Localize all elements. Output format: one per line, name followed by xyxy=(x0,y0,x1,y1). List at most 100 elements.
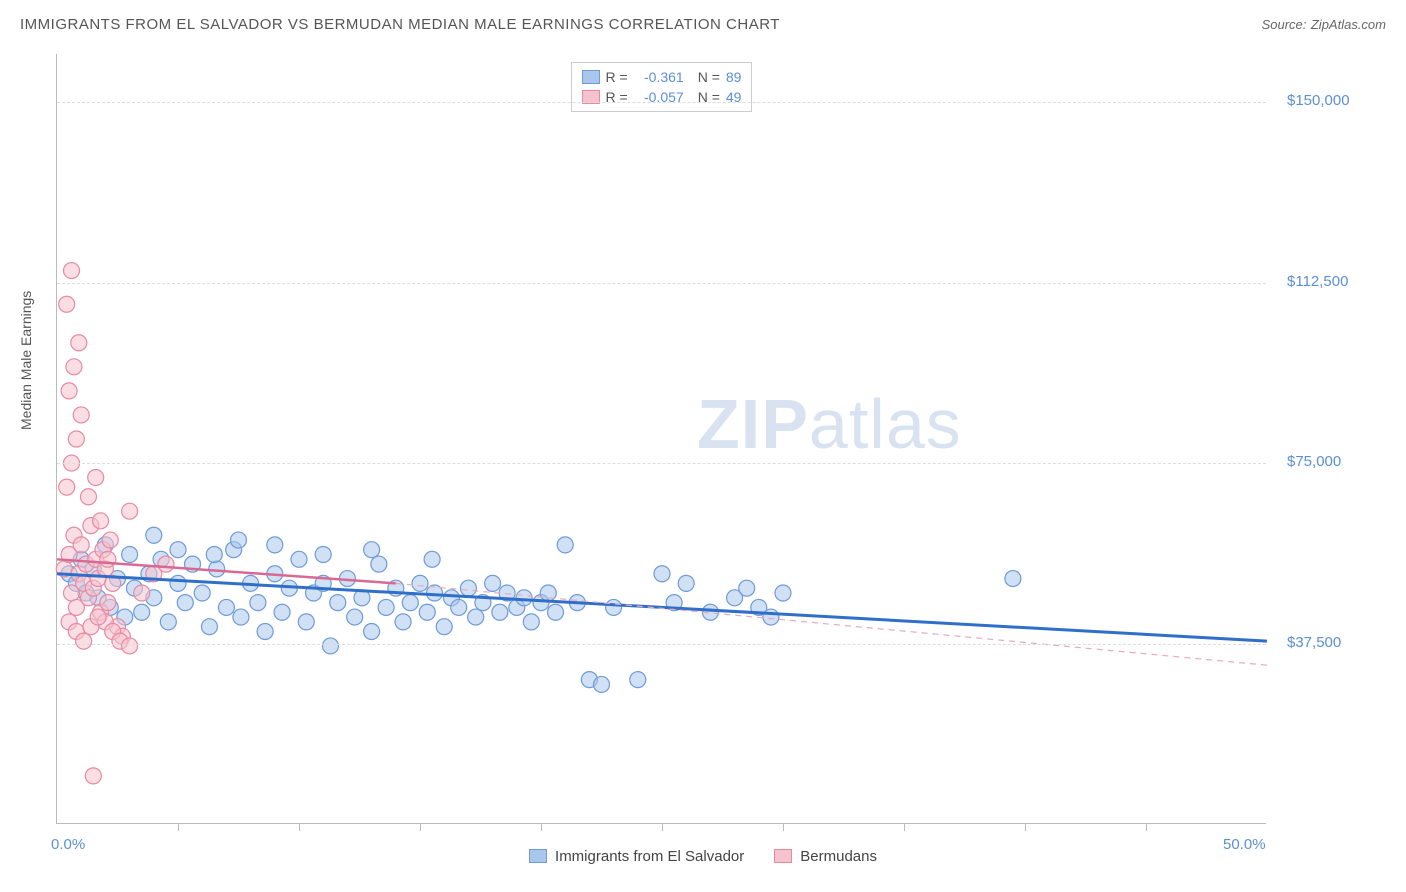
data-point xyxy=(102,532,118,548)
data-point xyxy=(231,532,247,548)
data-point xyxy=(630,672,646,688)
x-tick xyxy=(662,823,663,831)
data-point xyxy=(523,614,539,630)
data-point xyxy=(122,638,138,654)
data-point xyxy=(66,359,82,375)
source-value: ZipAtlas.com xyxy=(1311,17,1386,32)
x-tick xyxy=(178,823,179,831)
y-tick-label: $112,500 xyxy=(1287,273,1348,290)
data-point xyxy=(654,566,670,582)
x-tick xyxy=(904,823,905,831)
data-point xyxy=(274,604,290,620)
x-tick xyxy=(541,823,542,831)
data-point xyxy=(71,335,87,351)
data-point xyxy=(678,575,694,591)
x-tick xyxy=(299,823,300,831)
scatter-svg xyxy=(57,54,1266,823)
data-point xyxy=(419,604,435,620)
chart-plot-area: ZIPatlas R =-0.361N =89R =-0.057N =49 $3… xyxy=(56,54,1266,824)
data-point xyxy=(739,580,755,596)
x-tick xyxy=(420,823,421,831)
data-point xyxy=(233,609,249,625)
data-point xyxy=(100,595,116,611)
y-tick-label: $37,500 xyxy=(1287,634,1341,651)
correlation-row: R =-0.057N =49 xyxy=(582,87,742,107)
data-point xyxy=(59,479,75,495)
data-point xyxy=(298,614,314,630)
r-label: R = xyxy=(606,69,628,85)
data-point xyxy=(93,513,109,529)
data-point xyxy=(160,614,176,630)
data-point xyxy=(322,638,338,654)
data-point xyxy=(88,470,104,486)
data-point xyxy=(516,590,532,606)
data-point xyxy=(371,556,387,572)
correlation-legend: R = -0.361 N = 89 R =-0.057N =49 xyxy=(571,62,753,112)
r-value: -0.361 xyxy=(634,69,684,85)
data-point xyxy=(170,542,186,558)
data-point xyxy=(402,595,418,611)
data-point xyxy=(146,527,162,543)
legend-label: Bermudans xyxy=(800,848,877,865)
data-point xyxy=(85,768,101,784)
data-point xyxy=(315,547,331,563)
legend-item: Immigrants from El Salvador xyxy=(529,848,744,865)
data-point xyxy=(250,595,266,611)
legend-label: Immigrants from El Salvador xyxy=(555,848,744,865)
source: Source: ZipAtlas.com xyxy=(1262,16,1386,34)
data-point xyxy=(134,604,150,620)
data-point xyxy=(170,575,186,591)
data-point xyxy=(267,537,283,553)
data-point xyxy=(194,585,210,601)
data-point xyxy=(606,599,622,615)
data-point xyxy=(436,619,452,635)
data-point xyxy=(424,551,440,567)
data-point xyxy=(209,561,225,577)
data-point xyxy=(364,542,380,558)
data-point xyxy=(460,580,476,596)
data-point xyxy=(594,676,610,692)
data-point xyxy=(395,614,411,630)
legend-item: Bermudans xyxy=(774,848,877,865)
x-tick-label: 0.0% xyxy=(51,836,85,853)
data-point xyxy=(206,547,222,563)
y-tick-label: $75,000 xyxy=(1287,453,1341,470)
data-point xyxy=(548,604,564,620)
data-point xyxy=(80,489,96,505)
data-point xyxy=(61,383,77,399)
chart-title: IMMIGRANTS FROM EL SALVADOR VS BERMUDAN … xyxy=(20,16,780,33)
data-point xyxy=(364,624,380,640)
data-point xyxy=(378,599,394,615)
data-point xyxy=(492,604,508,620)
data-point xyxy=(1005,571,1021,587)
legend-swatch xyxy=(529,849,547,863)
data-point xyxy=(68,431,84,447)
data-point xyxy=(557,537,573,553)
source-label: Source: xyxy=(1262,17,1307,32)
data-point xyxy=(347,609,363,625)
series-legend: Immigrants from El Salvador Bermudans xyxy=(529,834,877,878)
n-value: 89 xyxy=(726,69,742,85)
x-tick xyxy=(783,823,784,831)
n-label: N = xyxy=(698,69,720,85)
data-point xyxy=(73,537,89,553)
data-point xyxy=(177,595,193,611)
data-point xyxy=(134,585,150,601)
data-point xyxy=(100,551,116,567)
y-axis-label: Median Male Earnings xyxy=(18,291,34,430)
data-point xyxy=(451,599,467,615)
gridline xyxy=(57,283,1266,284)
data-point xyxy=(122,547,138,563)
x-tick xyxy=(1025,823,1026,831)
data-point xyxy=(59,296,75,312)
data-point xyxy=(76,633,92,649)
data-point xyxy=(291,551,307,567)
data-point xyxy=(122,503,138,519)
legend-swatch xyxy=(582,70,600,84)
data-point xyxy=(257,624,273,640)
gridline xyxy=(57,463,1266,464)
data-point xyxy=(775,585,791,601)
gridline xyxy=(57,102,1266,103)
gridline xyxy=(57,644,1266,645)
data-point xyxy=(90,609,106,625)
